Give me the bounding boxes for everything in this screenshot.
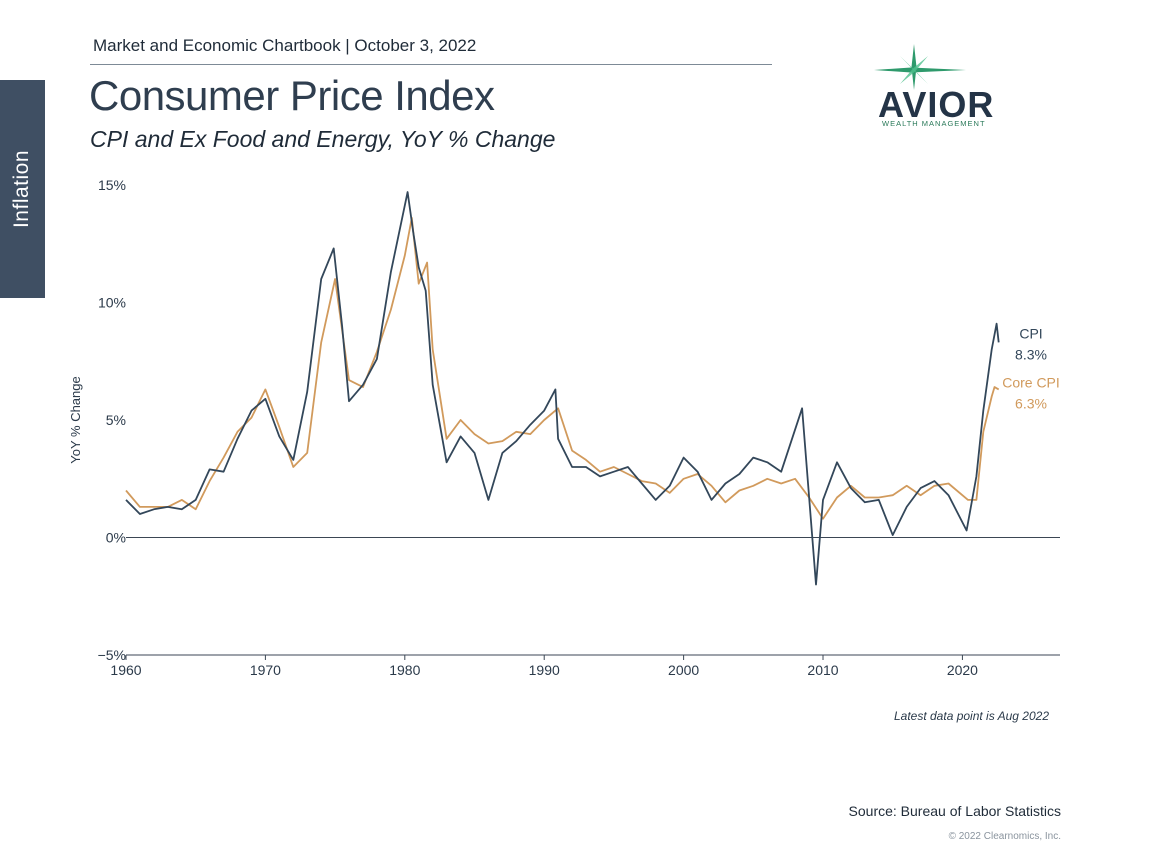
core-cpi-label: Core CPI (1002, 374, 1060, 390)
y-tick-label: 10% (98, 295, 126, 311)
copyright-text: © 2022 Clearnomics, Inc. (948, 831, 1061, 842)
chartbook-header: Market and Economic Chartbook | October … (93, 36, 477, 55)
y-tick-label: 0% (106, 530, 126, 546)
cpi-value-label: 8.3% (1015, 346, 1047, 362)
latest-data-note: Latest data point is Aug 2022 (893, 709, 1049, 723)
x-tick-label: 2010 (807, 662, 838, 678)
x-tick-label: 1970 (250, 662, 281, 678)
logo-name: AVIOR (878, 84, 995, 125)
core-cpi-series-line (125, 217, 1000, 520)
x-tick-label: 2020 (947, 662, 978, 678)
y-tick-label: −5% (98, 647, 126, 663)
section-tab: Inflation (0, 80, 45, 298)
cpi-series-line (125, 191, 1000, 586)
x-tick-label: 2000 (668, 662, 699, 678)
page-subtitle: CPI and Ex Food and Energy, YoY % Change (90, 126, 556, 152)
y-axis-title: YoY % Change (68, 376, 83, 463)
x-tick-label: 1980 (389, 662, 420, 678)
cpi-label: CPI (1019, 325, 1042, 341)
header-divider (90, 64, 772, 65)
north-star-icon (874, 44, 966, 90)
x-tick-label: 1990 (529, 662, 560, 678)
x-tick-label: 1960 (110, 662, 141, 678)
core-cpi-value-label: 6.3% (1015, 395, 1047, 411)
y-tick-label: 15% (98, 177, 126, 193)
page-title: Consumer Price Index (89, 72, 495, 119)
source-text: Source: Bureau of Labor Statistics (848, 803, 1061, 819)
logo-tagline: WEALTH MANAGEMENT (882, 119, 986, 128)
y-tick-label: 5% (106, 412, 126, 428)
